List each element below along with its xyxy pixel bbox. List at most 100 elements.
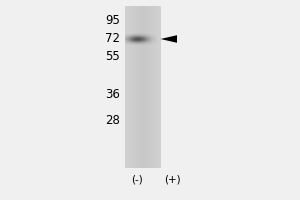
Bar bbox=[133, 43, 134, 44]
Bar bbox=[133, 34, 134, 35]
Bar bbox=[149, 33, 150, 34]
Bar bbox=[154, 40, 155, 41]
Bar bbox=[153, 34, 154, 35]
Bar bbox=[149, 36, 150, 37]
Bar bbox=[154, 40, 155, 41]
Bar bbox=[138, 34, 139, 35]
Bar bbox=[154, 34, 155, 35]
Bar bbox=[143, 44, 144, 45]
Bar bbox=[136, 41, 137, 42]
Bar bbox=[134, 41, 135, 42]
Bar bbox=[138, 40, 139, 41]
Bar bbox=[137, 44, 138, 45]
Bar bbox=[141, 35, 142, 36]
Bar bbox=[135, 41, 136, 42]
Bar bbox=[137, 41, 138, 42]
Bar bbox=[125, 33, 126, 34]
Bar bbox=[157, 36, 158, 37]
Bar bbox=[133, 38, 134, 39]
Bar bbox=[129, 34, 130, 35]
Bar bbox=[132, 36, 133, 37]
Bar bbox=[126, 44, 127, 45]
Bar bbox=[146, 44, 147, 45]
Bar bbox=[157, 6, 158, 168]
Bar bbox=[150, 36, 151, 37]
Bar bbox=[134, 34, 135, 35]
Bar bbox=[148, 37, 149, 38]
Bar bbox=[137, 39, 138, 40]
Bar bbox=[129, 33, 130, 34]
Bar bbox=[133, 42, 134, 43]
Bar bbox=[138, 42, 139, 43]
Bar bbox=[135, 33, 136, 34]
Bar bbox=[147, 6, 148, 168]
Bar bbox=[134, 33, 135, 34]
Bar bbox=[125, 36, 126, 37]
Bar bbox=[125, 41, 126, 42]
Bar bbox=[140, 44, 141, 45]
Text: (-): (-) bbox=[130, 174, 142, 184]
Bar bbox=[151, 6, 152, 168]
Bar bbox=[124, 37, 125, 38]
Bar bbox=[154, 38, 155, 39]
Bar bbox=[157, 39, 158, 40]
Bar bbox=[130, 36, 131, 37]
Bar bbox=[136, 37, 137, 38]
Bar bbox=[157, 37, 158, 38]
Text: (+): (+) bbox=[164, 174, 181, 184]
Bar bbox=[137, 35, 138, 36]
Bar bbox=[126, 34, 127, 35]
Bar bbox=[144, 42, 145, 43]
Bar bbox=[135, 40, 136, 41]
Bar bbox=[131, 37, 132, 38]
Bar bbox=[141, 44, 142, 45]
Bar bbox=[136, 42, 137, 43]
Bar bbox=[142, 40, 143, 41]
Bar bbox=[131, 44, 132, 45]
Bar bbox=[146, 37, 147, 38]
Bar bbox=[153, 38, 154, 39]
Bar bbox=[125, 37, 126, 38]
Bar bbox=[149, 42, 150, 43]
Bar bbox=[137, 34, 138, 35]
Bar bbox=[141, 42, 142, 43]
Bar bbox=[126, 6, 127, 168]
Bar bbox=[148, 40, 149, 41]
Bar bbox=[136, 35, 137, 36]
Bar bbox=[124, 34, 125, 35]
Bar bbox=[150, 37, 151, 38]
Bar bbox=[134, 6, 135, 168]
Bar bbox=[139, 35, 140, 36]
Bar bbox=[155, 35, 156, 36]
Bar bbox=[147, 36, 148, 37]
Bar bbox=[148, 36, 149, 37]
Bar bbox=[151, 36, 152, 37]
Bar bbox=[129, 42, 130, 43]
Bar bbox=[145, 41, 146, 42]
Bar bbox=[132, 39, 133, 40]
Bar bbox=[138, 41, 139, 42]
Bar bbox=[137, 33, 138, 34]
Bar bbox=[136, 43, 137, 44]
Bar bbox=[131, 43, 132, 44]
Bar bbox=[130, 43, 131, 44]
Bar bbox=[145, 37, 146, 38]
Bar bbox=[131, 40, 132, 41]
Bar bbox=[133, 35, 134, 36]
Bar bbox=[139, 34, 140, 35]
Bar bbox=[146, 43, 147, 44]
Bar bbox=[136, 36, 137, 37]
Text: 95: 95 bbox=[105, 14, 120, 26]
Bar bbox=[131, 33, 132, 34]
Bar bbox=[152, 39, 153, 40]
Bar bbox=[132, 33, 133, 34]
Bar bbox=[157, 40, 158, 41]
Bar bbox=[132, 35, 133, 36]
Bar bbox=[140, 35, 141, 36]
Bar bbox=[125, 40, 126, 41]
Bar bbox=[137, 37, 138, 38]
Bar bbox=[133, 6, 134, 168]
Bar bbox=[125, 35, 126, 36]
Bar bbox=[129, 38, 130, 39]
Bar bbox=[140, 37, 141, 38]
